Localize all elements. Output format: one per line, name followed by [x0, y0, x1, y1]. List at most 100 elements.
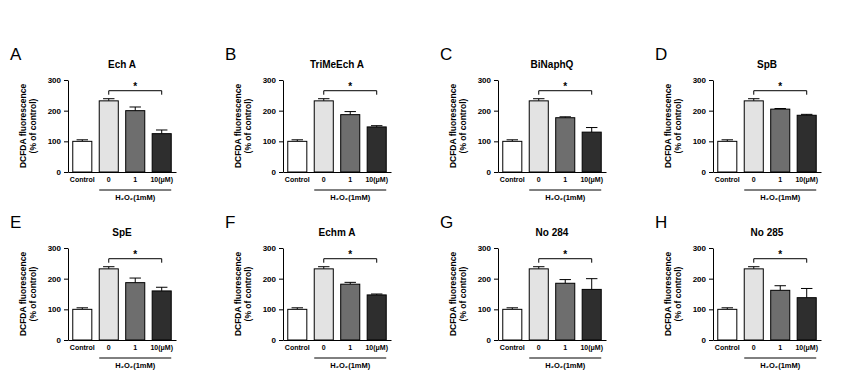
panel-letter: C [440, 45, 452, 64]
bar [73, 141, 92, 172]
x-tick-label: 1 [778, 344, 782, 351]
y-axis-title: DCFDA fluorescence [233, 252, 243, 337]
x-tick: 1 [133, 340, 137, 351]
panel: ESpEDCFDA fluorescence(% of control)0100… [10, 213, 177, 370]
x-tick: Control [285, 340, 310, 351]
y-tick-mark [64, 80, 68, 81]
bar [126, 283, 145, 340]
error-cap [77, 307, 88, 308]
y-axis-title: DCFDA fluorescence [663, 252, 673, 337]
x-tick-label: 0 [537, 176, 541, 183]
y-tick: 0 [57, 168, 68, 177]
title: Ech A [108, 59, 136, 70]
y-tick: 100 [478, 305, 498, 314]
error-cap [560, 116, 571, 117]
error-bar [135, 278, 136, 283]
x-tick-label: 0 [322, 344, 326, 351]
x-axis-line [714, 172, 822, 173]
group-line [99, 190, 171, 191]
x-tick: Control [500, 340, 525, 351]
error-cap [722, 307, 733, 308]
y-tick-mark [494, 248, 498, 249]
x-tick: 1 [348, 172, 352, 183]
y-tick-label: 0 [702, 168, 707, 177]
y-tick: 0 [487, 336, 498, 345]
y-tick: 100 [48, 137, 68, 146]
y-tick-mark [279, 141, 283, 142]
y-axis: 0100200300 [478, 244, 499, 345]
x-tick-label: 10(μM) [580, 344, 603, 352]
y-axis-title: (% of control) [28, 98, 38, 153]
group-line [99, 358, 171, 359]
y-axis-title: DCFDA fluorescence [18, 252, 28, 337]
x-tick: 1 [563, 340, 567, 351]
x-axis-line [499, 340, 607, 341]
y-tick-mark [494, 141, 498, 142]
y-tick-label: 100 [478, 305, 492, 314]
y-tick: 100 [263, 305, 283, 314]
y-tick-label: 300 [478, 244, 492, 253]
y-tick-mark [494, 340, 498, 341]
y-axis: 0100200300 [263, 244, 284, 345]
error-cap [156, 287, 167, 288]
panel-letter: B [225, 45, 236, 64]
x-axis-line [714, 340, 822, 341]
error-cap [371, 294, 382, 295]
y-axis-title: DCFDA fluorescence [663, 84, 673, 169]
x-axis: Control0110(μM) [69, 340, 177, 352]
title: No 285 [751, 227, 784, 238]
x-tick: 10(μM) [795, 340, 818, 352]
x-axis-line [499, 172, 607, 173]
y-tick: 300 [48, 244, 68, 253]
bar [152, 134, 171, 172]
y-axis-line [68, 249, 69, 341]
bar [152, 291, 171, 340]
y-tick-mark [709, 248, 713, 249]
y-axis-line [713, 81, 714, 173]
error-cap [130, 106, 141, 107]
x-tick-label: Control [285, 176, 310, 183]
x-tick: 10(μM) [795, 172, 818, 184]
bar [126, 111, 145, 172]
bar [582, 289, 601, 340]
x-axis-line [284, 340, 392, 341]
error-cap [103, 98, 114, 99]
significance-label: * [133, 249, 137, 260]
panel: GNo 284DCFDA fluorescence(% of control)0… [440, 213, 607, 370]
group-label: H₂O₂(1mM) [545, 361, 586, 370]
y-tick: 200 [263, 275, 283, 284]
y-tick-mark [709, 340, 713, 341]
title: SpE [112, 227, 132, 238]
y-tick-mark [709, 111, 713, 112]
y-tick-label: 0 [487, 336, 492, 345]
y-axis-line [68, 81, 69, 173]
group-label: H₂O₂(1mM) [330, 361, 371, 370]
y-axis: 0100200300 [693, 76, 714, 177]
y-tick-mark [279, 111, 283, 112]
y-axis-line [498, 249, 499, 341]
error-cap [156, 129, 167, 130]
x-axis: Control0110(μM) [284, 340, 392, 352]
plot-area [73, 99, 171, 172]
error-bar [806, 288, 807, 297]
panel-letter: H [655, 213, 667, 232]
y-tick-label: 0 [57, 168, 62, 177]
x-tick-label: Control [715, 344, 740, 351]
y-tick-mark [64, 172, 68, 173]
plot-area [73, 267, 171, 340]
x-axis-line [69, 172, 177, 173]
y-tick-label: 300 [693, 76, 707, 85]
y-tick: 200 [693, 107, 713, 116]
y-tick-mark [64, 309, 68, 310]
x-tick: 1 [348, 340, 352, 351]
y-tick: 0 [57, 336, 68, 345]
x-axis-line [69, 340, 177, 341]
x-tick-label: Control [500, 344, 525, 351]
bar [771, 290, 790, 340]
y-axis-title: (% of control) [243, 98, 253, 153]
group-label: H₂O₂(1mM) [760, 361, 801, 370]
bar [288, 141, 307, 172]
x-tick-label: Control [70, 176, 95, 183]
y-tick-label: 0 [57, 336, 62, 345]
bar [341, 115, 360, 172]
